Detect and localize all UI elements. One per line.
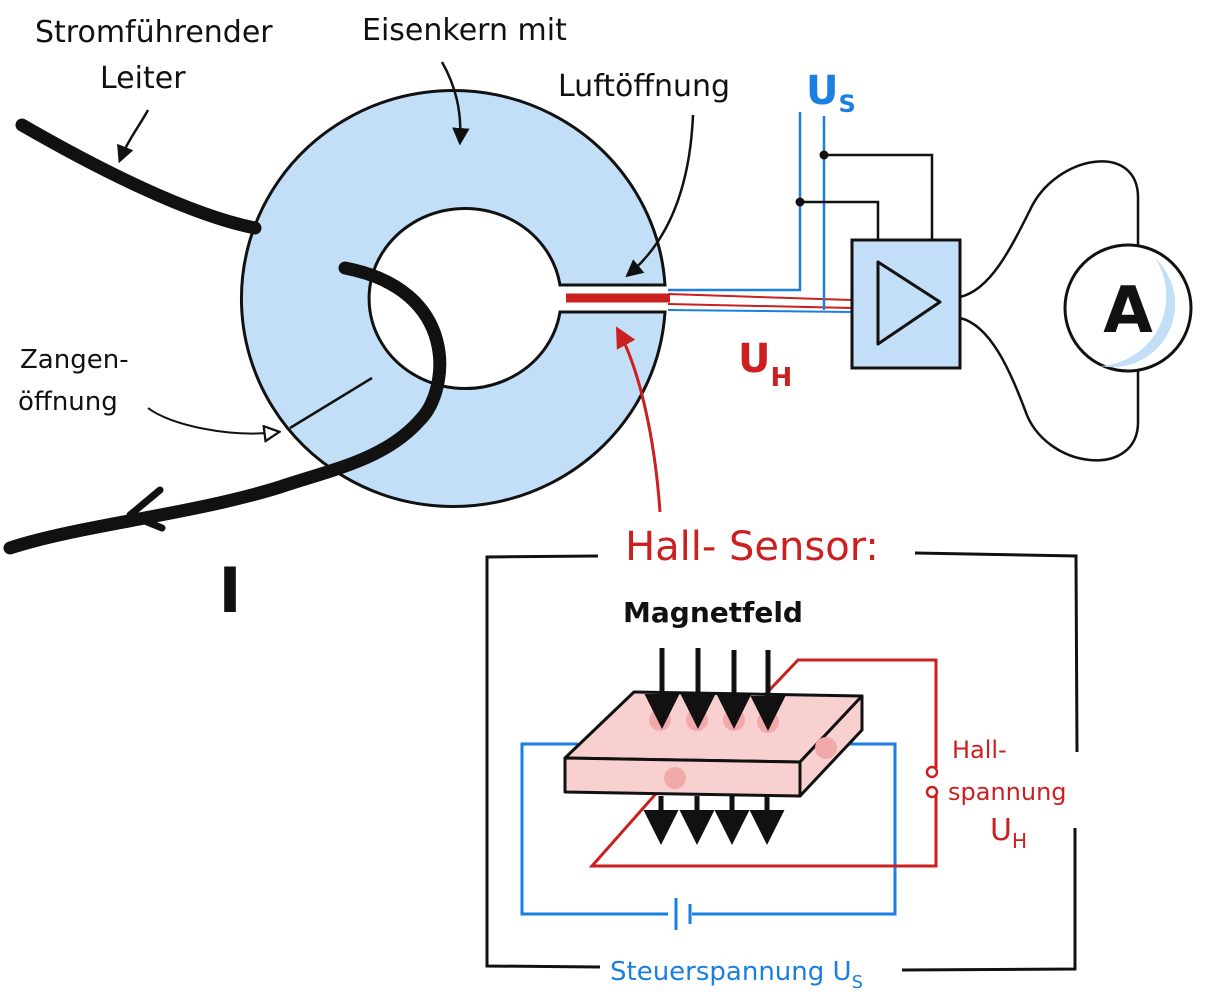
ammeter-shade — [1100, 258, 1176, 368]
gap-pointer-arrow — [625, 114, 695, 278]
hall-wire-red-2 — [667, 303, 853, 309]
hall-wire-blue-3 — [667, 309, 853, 313]
hall-voltage-label-line1: Hall- — [952, 736, 1007, 764]
current-label: I — [218, 554, 241, 627]
field-dot-5 — [664, 767, 686, 789]
control-voltage-label-main: Steuerspannung U — [610, 957, 852, 987]
detail-frame — [485, 551, 1079, 972]
hall-terminal-top — [925, 765, 939, 779]
clamp-label-line2: öffnung — [18, 387, 118, 417]
ammeter-wire-top — [959, 160, 1140, 299]
control-voltage-label-sub: S — [852, 972, 863, 993]
hall-wire-red-1 — [667, 293, 853, 301]
clamp-opening-line — [289, 376, 373, 430]
hall-sensor-title: Hall- Sensor: — [625, 524, 879, 570]
hall-sensor-detail: Hall- Sensor: Magnetfeld Hall- spann — [485, 524, 1079, 993]
field-dot-6 — [815, 737, 837, 759]
iron-core-ring — [239, 89, 667, 508]
conductor-pointer-arrow — [117, 109, 150, 164]
current-conductor — [3, 118, 447, 555]
air-gap-sensor — [566, 293, 853, 313]
hall-pointer-arrow — [615, 326, 662, 513]
us-label-main: U — [806, 68, 838, 114]
us-label-sub: S — [838, 90, 855, 118]
hall-voltage-symbol-main: U — [990, 813, 1012, 848]
hall-voltage-symbol-sub: H — [1012, 829, 1027, 853]
clamp-pointer-arrow — [147, 407, 278, 433]
core-label-line1: Eisenkern mit — [362, 13, 567, 48]
amp-power-wire-1 — [800, 200, 880, 240]
uh-label-main: U — [738, 336, 770, 382]
conductor-label-line2: Leiter — [100, 61, 186, 96]
ammeter: A — [959, 160, 1193, 462]
ammeter-wire-bottom — [959, 316, 1140, 462]
us-label: US — [806, 68, 856, 118]
amplifier — [850, 238, 962, 370]
hall-voltage-label-line2: spannung — [948, 778, 1067, 806]
core-label-line2: Luftöffnung — [558, 69, 730, 104]
us-wire-left — [668, 112, 802, 292]
conductor-wire — [3, 118, 447, 555]
supply-wires — [668, 112, 934, 310]
hall-voltage-symbol: UH — [990, 813, 1027, 853]
amplifier-box — [850, 238, 962, 370]
current-direction-arrow — [126, 486, 166, 532]
magnetfeld-label: Magnetfeld — [623, 596, 803, 629]
hall-terminal-bottom — [925, 785, 939, 799]
amplifier-triangle — [876, 260, 942, 346]
amp-power-wire-2 — [824, 153, 934, 240]
junction-dot-2 — [819, 150, 829, 160]
control-circuit-wire — [520, 742, 897, 916]
conductor-label-line1: Stromführender — [35, 15, 273, 50]
uh-label-sub: H — [770, 363, 792, 393]
iron-core — [239, 89, 667, 508]
uh-label: UH — [738, 336, 792, 393]
junction-dot-1 — [795, 197, 805, 207]
clamp-label-line1: Zangen- — [20, 345, 129, 375]
core-pointer-arrow — [440, 61, 470, 146]
ammeter-label: A — [1103, 274, 1153, 348]
control-voltage-label: Steuerspannung US — [610, 957, 863, 993]
hall-voltage-wire — [588, 658, 938, 868]
